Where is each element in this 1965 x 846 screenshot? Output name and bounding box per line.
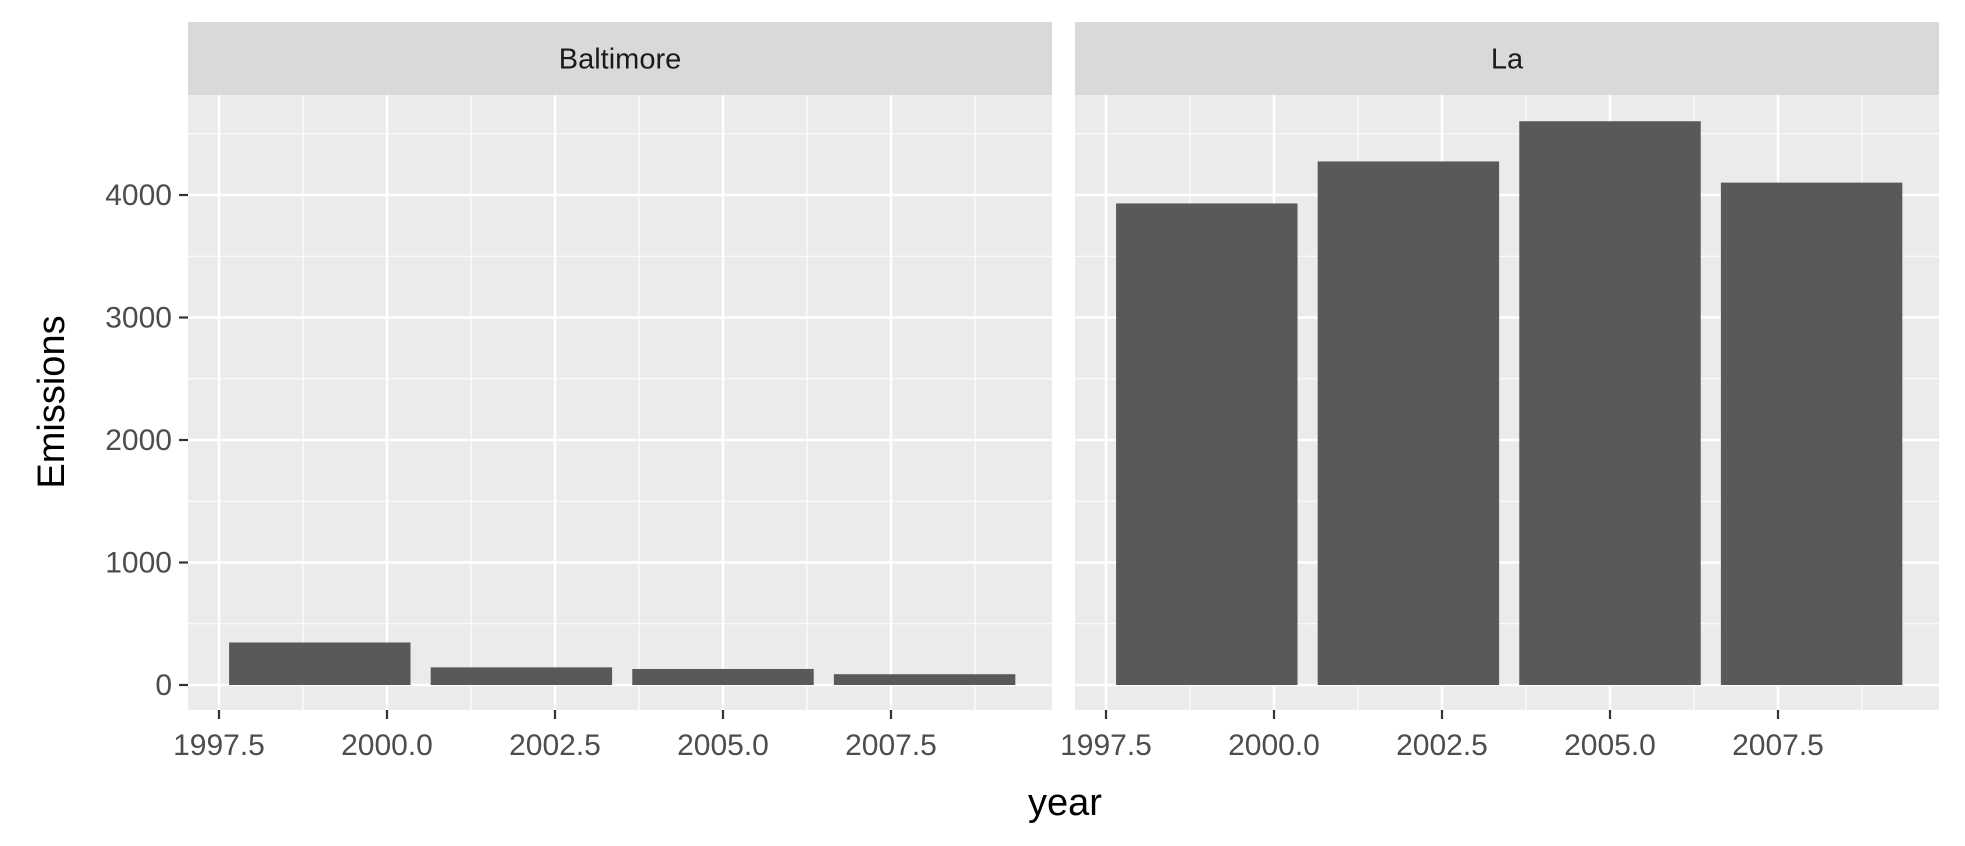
bar	[430, 667, 613, 685]
bar	[1519, 121, 1701, 685]
x-axis-title: year	[1028, 782, 1102, 824]
facet-baltimore: Baltimore 1997.5 2000.0 2002.5 2005.0 2007.5	[173, 22, 1052, 762]
x-tick-label: 2005.0	[677, 729, 769, 762]
y-tick-label: 3000	[105, 302, 172, 335]
x-tick-label: 1997.5	[1060, 729, 1152, 762]
x-tick-label: 2000.0	[341, 729, 433, 762]
bar	[1720, 182, 1903, 685]
y-axis: 0 1000 2000 3000 4000	[105, 179, 188, 702]
bar	[1317, 161, 1500, 685]
y-tick-label: 1000	[105, 547, 172, 580]
bar	[1116, 203, 1298, 685]
y-tick-label: 2000	[105, 424, 172, 457]
x-tick-label: 2007.5	[1732, 729, 1824, 762]
facet-strip	[188, 22, 1052, 95]
x-tick-label: 2002.5	[509, 729, 601, 762]
x-tick-label: 2007.5	[845, 729, 937, 762]
bar	[229, 642, 411, 685]
x-tick-label: 2000.0	[1228, 729, 1320, 762]
y-axis-title: Emissions	[31, 315, 73, 488]
bar	[632, 668, 814, 685]
facet-la: La 1997.5 2000.0 2002.5 2005.0 2007.5	[1060, 22, 1939, 762]
facet-strip	[1075, 22, 1939, 95]
y-tick-label: 0	[155, 669, 172, 702]
bar	[833, 674, 1016, 685]
x-tick-label: 2005.0	[1564, 729, 1656, 762]
facet-strip-label: Baltimore	[559, 44, 682, 76]
x-tick-label: 2002.5	[1396, 729, 1488, 762]
y-tick-label: 4000	[105, 179, 172, 212]
facet-strip-label: La	[1491, 44, 1524, 76]
panel-background	[188, 95, 1052, 710]
x-tick-label: 1997.5	[173, 729, 265, 762]
